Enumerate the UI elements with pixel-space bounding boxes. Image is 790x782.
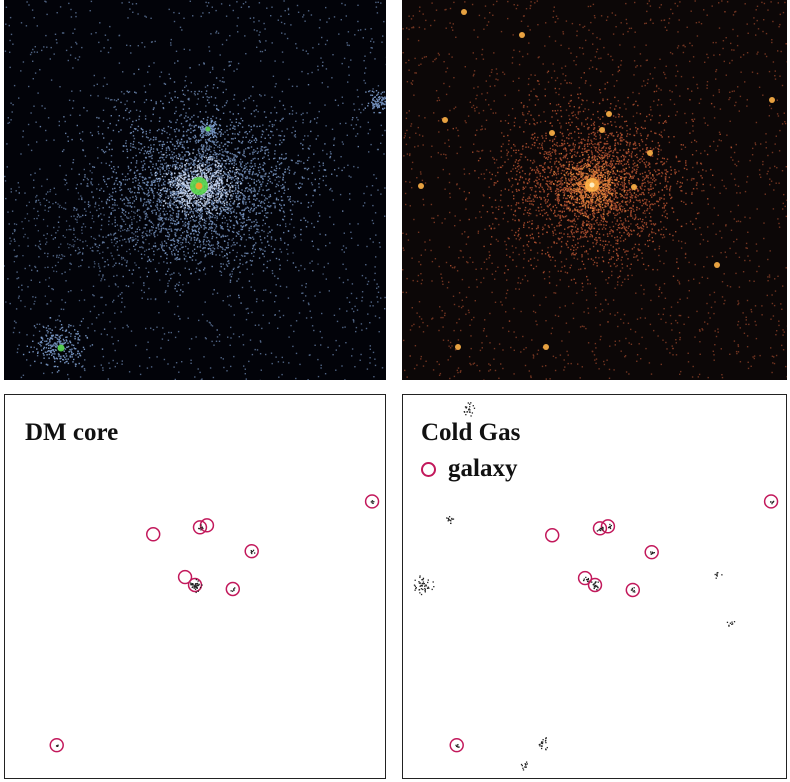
dm-core-clump-5 [370, 500, 375, 505]
cold-gas-clump-12 [538, 737, 548, 751]
cold-gas-galaxy-circle-1 [545, 528, 560, 543]
dm-center-core [195, 182, 203, 190]
gas-clump-1 [461, 9, 467, 15]
dm-top-subhalo-glow [205, 126, 211, 132]
dm-subhalo-glow [57, 344, 65, 352]
dm-core-clump-6 [55, 744, 59, 747]
gas-clump-3 [606, 111, 612, 117]
galaxy-circle-icon [421, 461, 436, 477]
gas-clump-11 [769, 97, 775, 103]
cold-gas-clump-15 [726, 621, 736, 627]
gas-clump-5 [442, 117, 448, 123]
dark-matter-density-map [4, 0, 386, 380]
cold-gas-galaxy-circle-6 [587, 577, 603, 593]
dm-filament [4, 145, 324, 308]
gas-background-particles [402, 0, 787, 380]
gas-density-map [402, 0, 787, 380]
dm-subhalo-top [190, 116, 223, 146]
dm-core-clump-1 [190, 578, 203, 594]
cold-gas-galaxy-circle-7 [625, 582, 641, 598]
dm-core-clump-2 [198, 524, 204, 531]
cold-gas-plot [413, 402, 779, 771]
gas-clump-13 [519, 32, 525, 38]
cold-gas-clump-1 [596, 526, 604, 532]
cold-gas-galaxy-circle-9 [449, 737, 464, 753]
dm-subhalo-right [364, 90, 386, 114]
dm-core-galaxy-circle-1 [146, 527, 161, 542]
dm-core-galaxy-circle-3 [199, 518, 215, 533]
dm-core-galaxy-circle-2 [192, 520, 208, 535]
cold-gas-galaxy-circle-2 [592, 521, 608, 536]
gas-clump-10 [543, 344, 549, 350]
cold-gas-galaxy-circle-8 [763, 494, 779, 509]
cold-gas-clump-14 [714, 571, 723, 579]
cold-gas-clump-10 [446, 516, 455, 525]
gas-map-canvas [402, 0, 787, 380]
dm-core-galaxy-circle-5 [177, 569, 193, 585]
dm-core-plot [49, 494, 380, 753]
cold-gas-clump-2 [608, 523, 613, 530]
cold-gas-galaxy-circle-3 [600, 519, 616, 534]
legend-label: galaxy [448, 455, 518, 482]
cold-gas-clump-13 [520, 761, 528, 771]
gas-clump-12 [714, 262, 720, 268]
cold-gas-galaxy-circle-5 [577, 570, 593, 586]
cold-gas-clump-4 [582, 576, 590, 583]
cold-gas-galaxy-circle-4 [644, 544, 659, 560]
cold-gas-clump-7 [769, 500, 775, 505]
gas-clump-4 [647, 150, 653, 156]
dm-core-galaxy-circle-7 [225, 581, 241, 597]
dm-core-clump-3 [250, 549, 256, 555]
gas-clump-2 [599, 127, 605, 133]
legend: galaxy [421, 455, 517, 483]
cold-gas-clump-9 [413, 575, 435, 596]
cold-gas-panel: Cold Gas galaxy [402, 394, 787, 779]
dm-core-galaxy-circle-8 [364, 494, 380, 509]
gas-clump-7 [549, 130, 555, 136]
gas-clump-8 [631, 184, 637, 190]
dm-subhalo-lower-left [22, 317, 104, 373]
dm-core-clump-4 [230, 587, 236, 592]
dm-core-panel: DM core [4, 394, 386, 779]
gas-clump-6 [418, 183, 424, 189]
dark-matter-map-canvas [4, 0, 386, 380]
dm-core-galaxy-circle-9 [49, 737, 64, 753]
cold-gas-clump-8 [455, 743, 460, 748]
cold-gas-clump-6 [630, 587, 636, 593]
dm-core-galaxy-circle-4 [244, 543, 259, 559]
cold-gas-clump-5 [591, 581, 599, 591]
gas-clump-9 [455, 344, 461, 350]
cold-gas-clump-11 [463, 402, 476, 417]
gas-center-core [589, 182, 595, 188]
cold-gas-label: Cold Gas [421, 419, 521, 446]
cold-gas-clump-3 [650, 551, 655, 555]
dm-core-label: DM core [25, 419, 119, 446]
